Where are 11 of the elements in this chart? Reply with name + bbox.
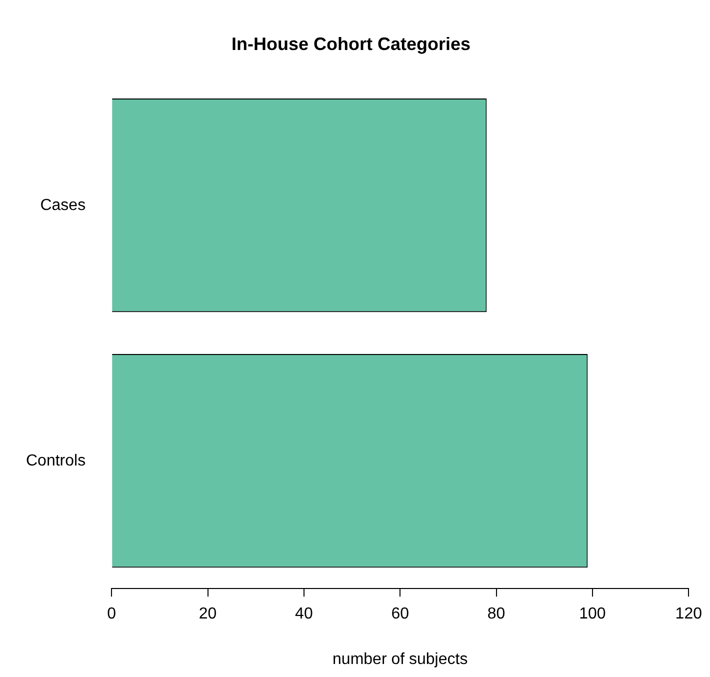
y-tick-label: Controls — [26, 452, 86, 470]
x-tick-label: 100 — [579, 606, 606, 623]
x-tick-label: 20 — [198, 606, 217, 623]
y-tick-label: Cases — [40, 196, 86, 214]
x-tick-label: 80 — [487, 606, 506, 623]
x-axis-title: number of subjects — [332, 650, 468, 668]
x-tick-label: 60 — [391, 606, 410, 623]
x-tick-label: 40 — [295, 606, 313, 623]
x-tick-label: 120 — [675, 606, 702, 623]
x-tick-label: 0 — [107, 606, 116, 623]
chart-title: In-House Cohort Categories — [231, 34, 471, 54]
